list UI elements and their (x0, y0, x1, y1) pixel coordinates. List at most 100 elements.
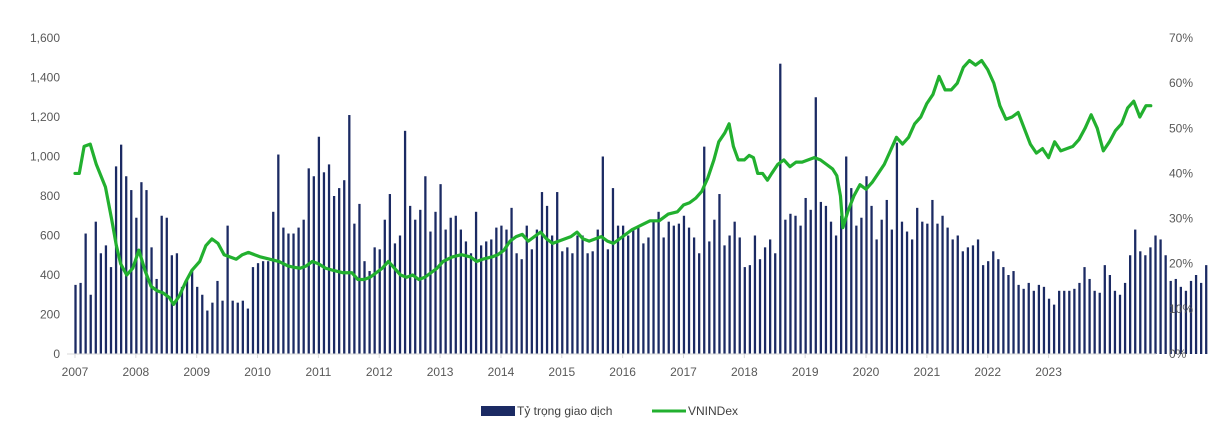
bar (1027, 282, 1030, 354)
bar (1103, 265, 1106, 355)
bar (550, 235, 554, 354)
bar (1159, 239, 1162, 354)
bar (510, 207, 513, 354)
bar (525, 225, 528, 355)
bar (1078, 282, 1081, 354)
bar (956, 235, 959, 354)
bar (505, 229, 508, 354)
bar (769, 239, 772, 354)
bar (987, 261, 990, 354)
bar (921, 221, 924, 354)
bar (414, 219, 417, 354)
bar (94, 221, 97, 354)
bar (753, 235, 757, 354)
left-tick-label: 1,600 (30, 31, 60, 45)
bar (444, 229, 447, 354)
legend-bar-swatch (481, 406, 515, 416)
bar (1189, 280, 1193, 354)
bar (997, 259, 1000, 354)
bar (434, 211, 437, 354)
bar (855, 225, 858, 355)
bar (860, 217, 863, 354)
line-series-group (73, 58, 1153, 306)
bar (282, 227, 285, 354)
bar (850, 188, 853, 354)
x-tick-label: 2010 (244, 365, 271, 379)
bar (1149, 247, 1152, 354)
bar (738, 237, 741, 354)
bar (251, 267, 255, 354)
bar (1113, 290, 1117, 354)
bar (916, 207, 919, 354)
bar (79, 282, 82, 354)
bar (99, 253, 102, 354)
right-tick-label: 10% (1169, 302, 1193, 316)
bar (840, 215, 843, 354)
bar (606, 249, 610, 354)
bar (429, 231, 432, 354)
bar (1063, 290, 1066, 354)
bar (449, 217, 452, 354)
bar (317, 136, 321, 354)
bar (403, 130, 407, 354)
bar (566, 247, 569, 354)
bar (652, 219, 655, 354)
bar (464, 241, 468, 354)
bar (611, 188, 615, 354)
bar (1139, 251, 1142, 354)
bar (581, 235, 584, 354)
bar (1052, 304, 1056, 355)
bar (758, 259, 762, 354)
bar (1134, 229, 1137, 354)
bar (1083, 267, 1086, 354)
bar (1164, 255, 1167, 354)
bar (1088, 278, 1091, 354)
bar (1154, 235, 1157, 354)
bar (373, 247, 376, 354)
bar (1179, 286, 1182, 354)
bar (150, 247, 153, 354)
bar (490, 239, 493, 354)
bar (621, 225, 625, 355)
bar (784, 219, 787, 354)
bar (1032, 290, 1035, 354)
right-tick-label: 20% (1169, 257, 1193, 271)
bar (971, 245, 975, 355)
x-tick-label: 2015 (548, 365, 575, 379)
bar (378, 249, 381, 354)
bar (322, 172, 326, 354)
bar (1200, 282, 1203, 354)
bar (637, 227, 640, 354)
bar (616, 225, 620, 355)
bar (180, 286, 184, 354)
x-tick-label: 2016 (609, 365, 636, 379)
bar (424, 176, 427, 354)
bar (895, 142, 899, 354)
bar (363, 261, 366, 354)
bar (272, 211, 275, 354)
bar (398, 235, 402, 354)
x-tick-label: 2007 (62, 365, 89, 379)
bar (834, 235, 838, 354)
right-tick-label: 40% (1169, 166, 1193, 180)
bar (713, 219, 716, 354)
bar (353, 223, 356, 354)
bar (779, 63, 782, 355)
left-tick-label: 600 (40, 229, 60, 243)
bar (1194, 275, 1198, 354)
left-axis-ticks: 0 200 400 600 800 1,000 1,200 1,400 1,600 (30, 31, 60, 361)
bar (870, 205, 873, 355)
bar (1123, 282, 1127, 354)
bar (292, 233, 295, 354)
bar (647, 237, 650, 354)
bar (388, 194, 392, 354)
bar (495, 227, 498, 354)
bar (140, 182, 143, 354)
bar (383, 219, 386, 354)
bar (196, 286, 199, 354)
bar (890, 229, 893, 354)
bar (1205, 265, 1208, 355)
bar (348, 115, 351, 354)
bar (327, 164, 331, 354)
left-tick-label: 0 (53, 347, 60, 361)
